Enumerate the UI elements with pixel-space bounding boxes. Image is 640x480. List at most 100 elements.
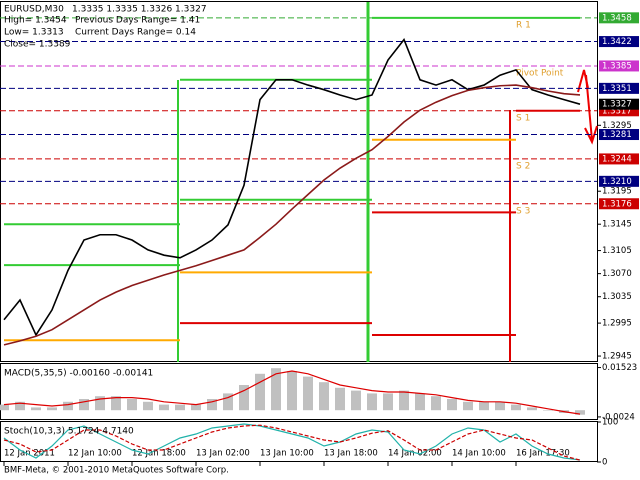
level-label: 1.3176 <box>602 199 632 209</box>
macd-bar <box>191 404 201 411</box>
macd-bar <box>207 399 217 411</box>
macd-bar <box>223 393 233 411</box>
macd-bar <box>367 393 377 411</box>
level-box <box>599 12 639 24</box>
level-box <box>599 198 639 210</box>
y-tick-label: 1.3105 <box>602 246 632 256</box>
level-box <box>599 105 639 117</box>
info-text: High= 1.3454 <box>4 16 67 26</box>
series-line <box>3 37 581 337</box>
x-tick-label: 12 Jan 2011 <box>4 449 55 459</box>
macd-bar <box>575 410 585 415</box>
x-tick-label: 16 Jan 17:30 <box>516 449 570 459</box>
series-line <box>3 424 581 461</box>
chart-title: EURUSD,M30 <box>4 5 64 15</box>
macd-bar <box>335 387 345 411</box>
macd-bar <box>175 404 185 411</box>
macd-bar <box>303 376 313 411</box>
macd-bar <box>239 385 249 411</box>
level-box <box>599 82 639 94</box>
level-label: 1.3281 <box>602 130 632 140</box>
macd-bar <box>495 401 505 411</box>
x-tick-label: 12 Jan 18:00 <box>132 449 186 459</box>
y-tick-label: 1.3070 <box>602 269 632 279</box>
panel-title: MACD(5,35,5) -0.00160 -0.00141 <box>4 369 153 379</box>
level-box <box>599 129 639 141</box>
macd-bar <box>447 399 457 411</box>
pivot-label: S 3 <box>516 206 530 216</box>
x-tick-label: 13 Jan 10:00 <box>260 449 314 459</box>
series-line <box>3 370 581 415</box>
macd-bar <box>31 407 41 411</box>
macd-bar <box>47 407 57 411</box>
macd-bar <box>543 410 553 411</box>
ohlc: 1.3335 1.3335 1.3326 1.3327 <box>72 5 207 15</box>
level-box <box>599 60 639 72</box>
series-line <box>3 84 581 346</box>
macd-bar <box>511 404 521 411</box>
level-label: 1.3210 <box>602 177 632 187</box>
info-text: Close= 1.3389 <box>4 40 71 50</box>
x-tick-label: 13 Jan 02:00 <box>196 449 250 459</box>
macd-bar <box>415 393 425 411</box>
panel-title: Stoch(10,3,3) 5.1724 4.7140 <box>4 427 134 437</box>
macd-bar <box>431 396 441 411</box>
level-label: 1.3458 <box>602 13 632 23</box>
info-text: Previous Days Range= 1.41 <box>75 16 200 26</box>
macd-bar <box>95 396 105 411</box>
pivot-label: S 2 <box>516 161 530 171</box>
y-tick-label: 1.2945 <box>602 352 632 362</box>
macd-bar <box>319 382 329 411</box>
y-tick-label: -0.0024 <box>602 412 635 422</box>
macd-bar <box>63 401 73 411</box>
current-price-box <box>599 98 639 110</box>
level-label: 1.3317 <box>602 106 632 116</box>
y-tick-label: 1.3195 <box>602 187 632 197</box>
footer: BMF-Meta, © 2001-2010 MetaQuotes Softwar… <box>4 466 229 476</box>
x-tick-label: 13 Jan 18:00 <box>324 449 378 459</box>
x-tick-label: 14 Jan 10:00 <box>452 449 506 459</box>
macd-bar <box>351 390 361 411</box>
y-tick-label: 0 <box>602 458 607 468</box>
macd-bar <box>287 371 297 411</box>
macd-bar <box>383 393 393 411</box>
y-tick-label: 1.2995 <box>602 319 632 329</box>
level-label: 1.3351 <box>602 84 632 94</box>
y-tick-label: 0.01523 <box>602 363 637 373</box>
macd-bar <box>479 401 489 411</box>
current-price: 1.3327 <box>602 100 632 110</box>
info-text: Low= 1.3313 <box>4 28 64 38</box>
macd-bar <box>255 373 265 411</box>
macd-bar <box>399 390 409 411</box>
macd-bar <box>111 396 121 411</box>
stoch-panel <box>0 421 598 462</box>
level-label: 1.3385 <box>602 61 632 71</box>
y-tick-label: 1.3145 <box>602 220 632 230</box>
macd-bar <box>127 399 137 411</box>
level-label: 1.3422 <box>602 37 632 47</box>
level-box <box>599 153 639 165</box>
x-tick-label: 14 Jan 02:00 <box>388 449 442 459</box>
pivot-label: S 1 <box>516 113 530 123</box>
macd-bar <box>143 401 153 411</box>
arrow <box>577 69 589 93</box>
info-text: Current Days Range= 0.14 <box>75 28 196 38</box>
x-tick-label: 12 Jan 10:00 <box>68 449 122 459</box>
y-tick-label: 100 <box>602 418 618 428</box>
macd-bar <box>15 401 25 411</box>
pivot-label: R 1 <box>516 20 531 30</box>
level-box <box>599 36 639 48</box>
macd-bar <box>271 368 281 411</box>
macd-bar <box>159 404 169 411</box>
y-tick-label: 1.3035 <box>602 292 632 302</box>
macd-bar <box>527 407 537 411</box>
pivot-label: Pivot Point <box>516 68 564 78</box>
macd-panel <box>0 363 598 420</box>
macd-bar <box>0 404 9 411</box>
level-box <box>599 175 639 187</box>
y-tick-label: 1.3295 <box>602 121 632 131</box>
macd-bar <box>79 399 89 411</box>
series-line <box>3 423 581 461</box>
level-label: 1.3244 <box>602 154 632 164</box>
